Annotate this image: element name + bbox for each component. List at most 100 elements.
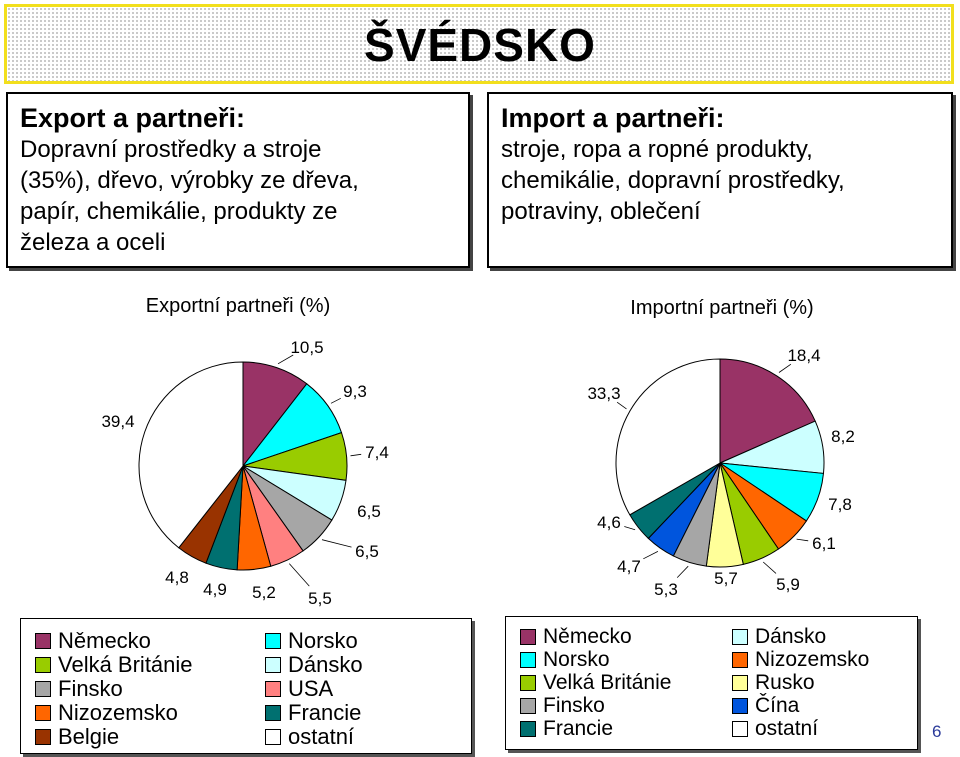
leader-line xyxy=(321,539,352,548)
legend-item-belgie: Belgie xyxy=(35,724,120,749)
leader-line xyxy=(796,538,809,542)
legend-label: USA xyxy=(288,676,334,701)
legend-swatch xyxy=(520,674,536,691)
data-label-finsko: 6,5 xyxy=(355,542,379,561)
legend-swatch xyxy=(265,681,281,697)
legend-item-velka-britanie: Velká Británie xyxy=(520,671,671,694)
legend-item-nemecko: Německo xyxy=(35,628,151,653)
pie-slice-ostatni xyxy=(138,361,244,549)
data-label-ostatni: 39,4 xyxy=(101,412,134,431)
title-banner xyxy=(4,4,954,84)
import-summary-box: Import a partneři: stroje, ropa a ropné … xyxy=(487,92,953,268)
export-chart-title: Exportní partneři (%) xyxy=(146,295,331,317)
legend-swatch xyxy=(265,705,281,721)
leader-line xyxy=(624,526,636,531)
slide-title: ŠVÉDSKO xyxy=(364,19,596,71)
legend-item-francie: Francie xyxy=(520,717,613,740)
data-label-francie: 4,6 xyxy=(597,513,621,532)
data-label-ostatni: 33,3 xyxy=(587,384,620,403)
legend-item-ostatni: ostatní xyxy=(265,724,355,749)
legend-label: Norsko xyxy=(543,647,610,671)
legend-label: ostatní xyxy=(288,724,355,749)
export-line: Dopravní prostředky a stroje xyxy=(20,136,322,163)
legend-label: Nizozemsko xyxy=(58,700,178,725)
pie-slice-ostatni xyxy=(615,358,721,516)
data-label-finsko: 5,3 xyxy=(654,580,678,599)
data-label-norsko: 7,8 xyxy=(828,495,852,514)
legend-swatch xyxy=(520,697,536,714)
legend-label: Finsko xyxy=(58,676,123,701)
leader-line xyxy=(778,363,792,373)
legend-item-nizozemsko: Nizozemsko xyxy=(732,648,869,671)
legend-swatch xyxy=(520,651,536,668)
leader-line xyxy=(616,401,627,410)
data-label-nemecko: 10,5 xyxy=(290,338,323,357)
export-legend: Německo Norsko Velká Británie Dánsko Finsko U… xyxy=(20,618,472,754)
export-line: (35%), dřevo, výrobky ze dřeva, xyxy=(20,167,359,194)
leader-line xyxy=(676,565,689,578)
legend-swatch xyxy=(732,674,748,691)
page-number: 6 xyxy=(932,722,942,741)
legend-swatch xyxy=(35,633,51,649)
legend-label: Německo xyxy=(543,624,632,648)
leader-line xyxy=(350,453,362,457)
export-pie-chart: Exportní partneři (%) 10,5 9,3 7,4 6,5 6,5 5,… xyxy=(101,295,388,608)
legend-swatch xyxy=(732,651,748,668)
legend-swatch xyxy=(265,657,281,673)
leader-line xyxy=(277,354,294,365)
legend-swatch xyxy=(520,720,536,737)
import-heading: Import a partneři: xyxy=(501,103,725,133)
legend-swatch xyxy=(265,633,281,649)
legend-swatch xyxy=(732,697,748,714)
legend-item-norsko: Norsko xyxy=(520,648,610,671)
legend-swatch xyxy=(732,628,748,645)
legend-item-francie: Francie xyxy=(265,700,361,725)
legend-label: Rusko xyxy=(755,670,815,694)
data-label-belgie: 4,8 xyxy=(165,568,189,587)
legend-label: Norsko xyxy=(288,628,358,653)
legend-item-rusko: Rusko xyxy=(732,671,815,694)
legend-item-dansko: Dánsko xyxy=(732,625,826,648)
legend-label: Velká Británie xyxy=(543,670,672,694)
legend-item-ostatni: ostatní xyxy=(732,717,818,740)
import-chart-title: Importní partneři (%) xyxy=(630,297,813,319)
legend-label: Belgie xyxy=(58,724,120,749)
legend-label: Velká Británie xyxy=(58,652,193,677)
data-label-velka-britanie: 7,4 xyxy=(365,443,389,462)
export-heading: Export a partneři: xyxy=(20,103,246,133)
legend-label: ostatní xyxy=(755,716,819,740)
legend-label: Nizozemsko xyxy=(755,647,870,671)
import-pie-chart: Importní partneři (%) 18,4 8,2 7,8 6,1 5,9 5,… xyxy=(587,297,854,599)
data-label-nizozemsko: 5,2 xyxy=(252,583,276,602)
legend-swatch xyxy=(732,720,748,737)
legend-label: Dánsko xyxy=(755,624,827,648)
legend-item-finsko: Finsko xyxy=(35,676,123,701)
data-label-rusko: 5,7 xyxy=(714,569,738,588)
legend-swatch xyxy=(35,705,51,721)
legend-swatch xyxy=(520,628,536,645)
import-legend: Německo Dánsko Norsko Nizozemsko Velká Britá… xyxy=(505,616,918,750)
legend-item-norsko: Norsko xyxy=(265,628,358,653)
pie-slice-nemecko xyxy=(719,358,816,464)
legend-item-cina: Čína xyxy=(732,694,799,717)
import-line: potraviny, oblečení xyxy=(501,198,701,225)
data-label-dansko: 8,2 xyxy=(831,427,855,446)
import-line: chemikálie, dopravní prostředky, xyxy=(501,167,845,194)
data-label-velka-britanie: 5,9 xyxy=(776,575,800,594)
data-label-cina: 4,7 xyxy=(617,557,641,576)
legend-item-finsko: Finsko xyxy=(520,694,605,717)
export-line: železa a oceli xyxy=(20,229,166,256)
legend-swatch xyxy=(35,729,51,745)
leader-line xyxy=(289,563,310,587)
leader-line xyxy=(330,397,341,404)
data-label-nemecko: 18,4 xyxy=(787,346,820,365)
data-label-francie: 4,9 xyxy=(203,580,227,599)
legend-item-nemecko: Německo xyxy=(520,625,632,648)
legend-label: Dánsko xyxy=(288,652,363,677)
export-line: papír, chemikálie, produkty ze xyxy=(20,198,338,225)
legend-label: Čína xyxy=(755,693,800,717)
import-line: stroje, ropa a ropné produkty, xyxy=(501,136,813,163)
legend-item-velka-britanie: Velká Británie xyxy=(35,652,193,677)
legend-swatch xyxy=(265,729,281,745)
